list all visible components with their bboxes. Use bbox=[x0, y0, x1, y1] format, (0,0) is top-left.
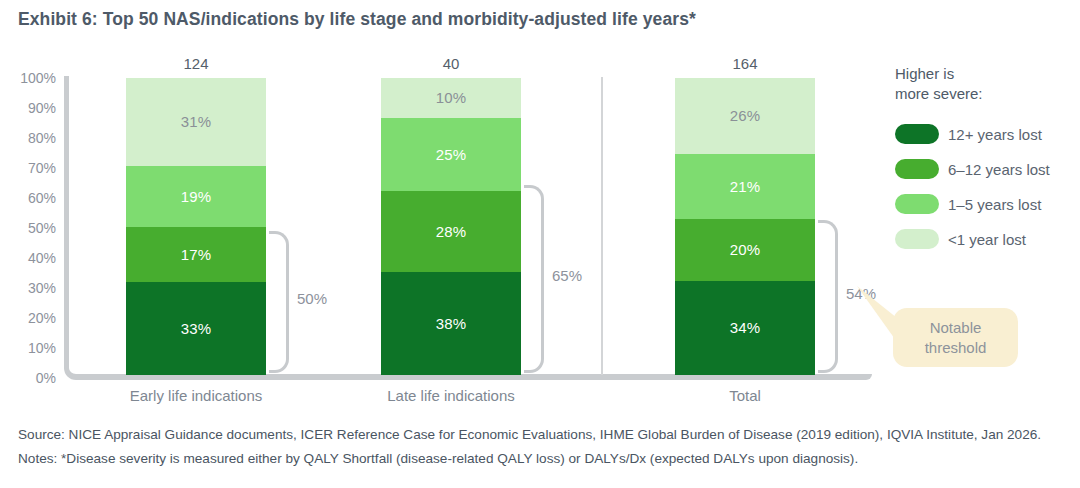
segment-value-label: 34% bbox=[730, 319, 761, 336]
bar-segment: 21% bbox=[675, 154, 815, 219]
segment-value-label: 19% bbox=[181, 188, 212, 205]
bar-total-count: 164 bbox=[675, 55, 815, 72]
exhibit-chart: Exhibit 6: Top 50 NAS/indications by lif… bbox=[0, 0, 1080, 488]
bar-segment: 17% bbox=[126, 227, 266, 283]
bar-segment: 25% bbox=[381, 118, 521, 192]
bar-segment: 34% bbox=[675, 281, 815, 375]
legend-item: 6–12 years lost bbox=[895, 159, 1050, 179]
category-label: Late life indications bbox=[341, 387, 561, 404]
group-divider-line bbox=[601, 77, 603, 375]
legend-item: 12+ years lost bbox=[895, 124, 1050, 144]
notable-threshold-callout: Notable threshold bbox=[893, 308, 1018, 367]
bar-segment: 20% bbox=[675, 219, 815, 281]
legend-swatch-icon bbox=[895, 159, 939, 179]
segment-value-label: 28% bbox=[436, 223, 467, 240]
legend-swatch-icon bbox=[895, 194, 939, 214]
threshold-bracket bbox=[818, 220, 838, 373]
bar-segment: 33% bbox=[126, 282, 266, 375]
chart-title: Exhibit 6: Top 50 NAS/indications by lif… bbox=[18, 9, 696, 30]
y-axis-tick: 30% bbox=[0, 280, 56, 296]
legend-swatch-icon bbox=[895, 229, 939, 249]
category-label: Early life indications bbox=[86, 387, 306, 404]
segment-value-label: 25% bbox=[436, 146, 467, 163]
y-axis-tick: 10% bbox=[0, 340, 56, 356]
y-axis-tick: 100% bbox=[0, 70, 56, 86]
threshold-bracket-label: 65% bbox=[552, 267, 582, 284]
bar-segment: 26% bbox=[675, 78, 815, 154]
callout-line2: threshold bbox=[925, 338, 987, 358]
legend-item-label: 6–12 years lost bbox=[948, 161, 1050, 178]
segment-value-label: 31% bbox=[181, 113, 212, 130]
legend-item-label: <1 year lost bbox=[948, 231, 1026, 248]
bar-segment: 19% bbox=[126, 166, 266, 227]
y-axis-tick: 0% bbox=[0, 370, 56, 386]
segment-value-label: 20% bbox=[730, 241, 761, 258]
threshold-bracket bbox=[524, 185, 544, 373]
legend-swatch-icon bbox=[895, 124, 939, 144]
segment-value-label: 26% bbox=[730, 107, 761, 124]
y-axis-tick: 90% bbox=[0, 100, 56, 116]
stacked-bar: 34% 20% 21% 26% bbox=[675, 78, 815, 375]
legend-item-label: 12+ years lost bbox=[948, 126, 1042, 143]
y-axis-tick: 20% bbox=[0, 310, 56, 326]
legend-heading: Higher is more severe: bbox=[895, 64, 983, 103]
y-axis-tick: 60% bbox=[0, 190, 56, 206]
legend-heading-line2: more severe: bbox=[895, 84, 983, 104]
stacked-bar: 38% 28% 25% 10% bbox=[381, 78, 521, 375]
bar-segment: 28% bbox=[381, 191, 521, 271]
threshold-bracket bbox=[269, 231, 289, 374]
legend-item-label: 1–5 years lost bbox=[948, 196, 1041, 213]
segment-value-label: 17% bbox=[181, 246, 212, 263]
bar-segment: 31% bbox=[126, 78, 266, 166]
plot-area: 33%17%19%31%124Early life indications38%… bbox=[64, 78, 872, 375]
y-axis-tick: 80% bbox=[0, 130, 56, 146]
bar-total-count: 40 bbox=[381, 55, 521, 72]
y-axis-tick: 50% bbox=[0, 220, 56, 236]
y-axis-tick: 70% bbox=[0, 160, 56, 176]
callout-line1: Notable bbox=[930, 318, 982, 338]
legend-heading-line1: Higher is bbox=[895, 64, 983, 84]
segment-value-label: 33% bbox=[181, 320, 212, 337]
legend-item: <1 year lost bbox=[895, 229, 1050, 249]
source-note: Source: NICE Appraisal Guidance document… bbox=[18, 427, 1041, 442]
threshold-bracket-label: 50% bbox=[297, 290, 327, 307]
callout-tail-icon bbox=[853, 284, 899, 346]
category-label: Total bbox=[635, 387, 855, 404]
legend-item: 1–5 years lost bbox=[895, 194, 1050, 214]
bar-total-count: 124 bbox=[126, 55, 266, 72]
legend: 12+ years lost 6–12 years lost 1–5 years l… bbox=[895, 124, 1050, 264]
stacked-bar: 33% 17% 19% 31% bbox=[126, 78, 266, 375]
y-axis-tick: 40% bbox=[0, 250, 56, 266]
segment-value-label: 38% bbox=[436, 315, 467, 332]
footnote-note: Notes: *Disease severity is measured eit… bbox=[18, 451, 858, 466]
segment-value-label: 21% bbox=[730, 178, 761, 195]
bar-segment: 38% bbox=[381, 272, 521, 375]
segment-value-label: 10% bbox=[436, 89, 467, 106]
bar-segment: 10% bbox=[381, 78, 521, 118]
